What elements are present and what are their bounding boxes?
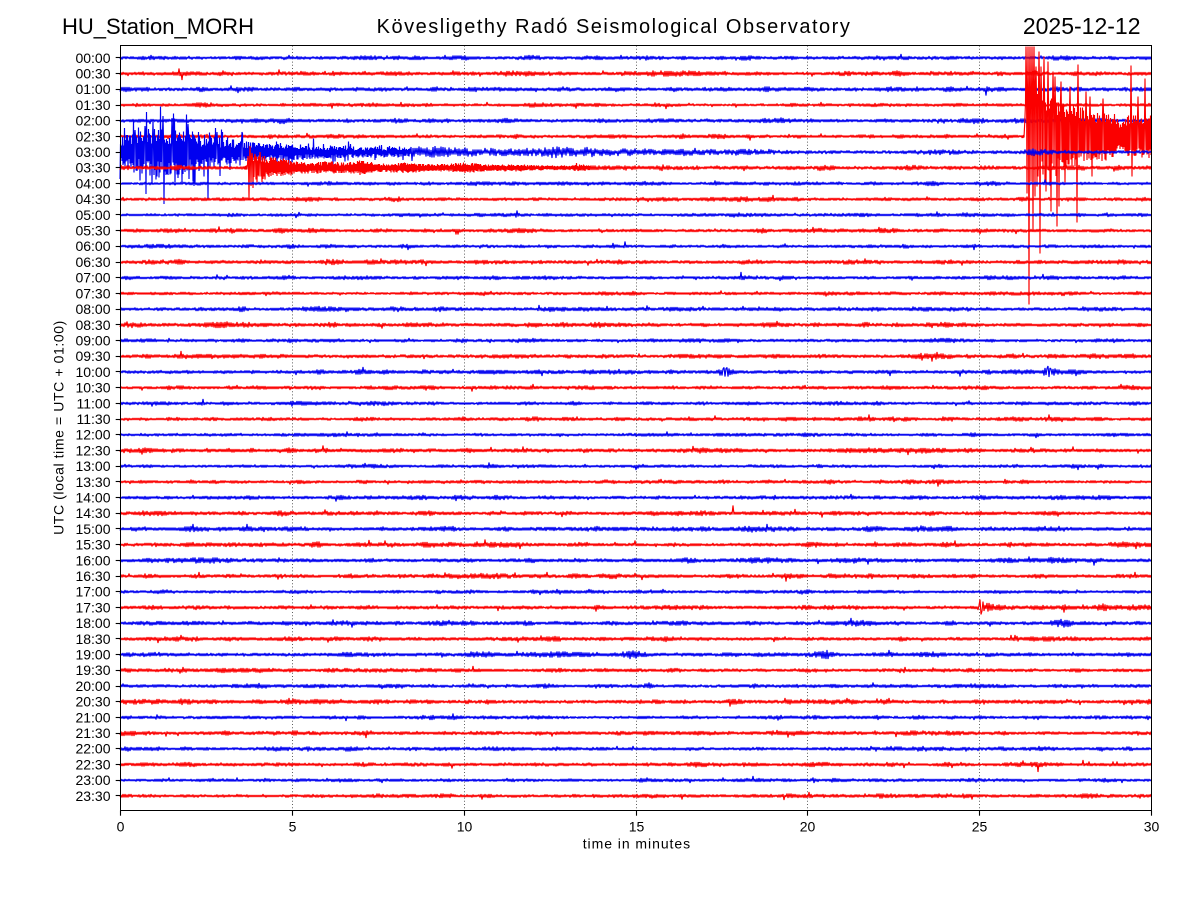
svg-text:Kövesligethy Radó Seismologica: Kövesligethy Radó Seismological Observat… bbox=[377, 16, 852, 38]
svg-text:22:30: 22:30 bbox=[75, 756, 110, 772]
svg-text:UTC (local time = UTC + 01:00): UTC (local time = UTC + 01:00) bbox=[51, 320, 67, 535]
svg-text:09:30: 09:30 bbox=[75, 348, 110, 364]
svg-text:13:00: 13:00 bbox=[75, 458, 110, 474]
svg-text:06:30: 06:30 bbox=[75, 254, 110, 270]
svg-text:0: 0 bbox=[117, 819, 125, 835]
svg-text:15:00: 15:00 bbox=[75, 521, 110, 537]
svg-text:06:00: 06:00 bbox=[75, 238, 110, 254]
svg-text:18:30: 18:30 bbox=[75, 631, 110, 647]
svg-text:16:30: 16:30 bbox=[75, 568, 110, 584]
svg-text:00:00: 00:00 bbox=[75, 50, 110, 66]
svg-text:05:00: 05:00 bbox=[75, 207, 110, 223]
svg-text:10:00: 10:00 bbox=[75, 364, 110, 380]
svg-text:12:30: 12:30 bbox=[75, 442, 110, 458]
svg-text:05:30: 05:30 bbox=[75, 223, 110, 239]
svg-text:04:00: 04:00 bbox=[75, 175, 110, 191]
svg-text:14:00: 14:00 bbox=[75, 490, 110, 506]
svg-text:02:00: 02:00 bbox=[75, 113, 110, 129]
svg-text:01:30: 01:30 bbox=[75, 97, 110, 113]
svg-text:12:00: 12:00 bbox=[75, 427, 110, 443]
svg-text:23:00: 23:00 bbox=[75, 772, 110, 788]
svg-text:11:00: 11:00 bbox=[77, 395, 111, 411]
svg-text:21:30: 21:30 bbox=[75, 725, 110, 741]
svg-text:10: 10 bbox=[457, 819, 473, 835]
svg-text:21:00: 21:00 bbox=[75, 709, 110, 725]
svg-text:19:00: 19:00 bbox=[75, 647, 110, 663]
svg-text:00:30: 00:30 bbox=[75, 66, 110, 82]
svg-text:07:00: 07:00 bbox=[75, 270, 110, 286]
svg-text:07:30: 07:30 bbox=[75, 285, 110, 301]
svg-text:01:00: 01:00 bbox=[75, 81, 110, 97]
svg-text:2025-12-12: 2025-12-12 bbox=[1023, 13, 1141, 39]
svg-text:17:30: 17:30 bbox=[75, 599, 110, 615]
svg-text:20:30: 20:30 bbox=[75, 694, 110, 710]
svg-text:HU_Station_MORH: HU_Station_MORH bbox=[62, 14, 254, 39]
svg-text:03:30: 03:30 bbox=[75, 160, 110, 176]
svg-text:time in minutes: time in minutes bbox=[583, 836, 691, 852]
svg-text:03:00: 03:00 bbox=[75, 144, 110, 160]
svg-text:20: 20 bbox=[800, 819, 816, 835]
svg-text:20:00: 20:00 bbox=[75, 678, 110, 694]
svg-text:08:30: 08:30 bbox=[75, 317, 110, 333]
svg-text:15:30: 15:30 bbox=[75, 537, 110, 553]
svg-text:19:30: 19:30 bbox=[75, 662, 110, 678]
svg-text:17:00: 17:00 bbox=[75, 584, 110, 600]
svg-text:13:30: 13:30 bbox=[75, 474, 110, 490]
svg-text:15: 15 bbox=[629, 819, 645, 835]
svg-text:02:30: 02:30 bbox=[75, 128, 110, 144]
svg-text:23:30: 23:30 bbox=[75, 788, 110, 804]
svg-text:22:00: 22:00 bbox=[75, 741, 110, 757]
svg-text:10:30: 10:30 bbox=[75, 380, 110, 396]
svg-text:14:30: 14:30 bbox=[75, 505, 110, 521]
svg-text:30: 30 bbox=[1144, 819, 1160, 835]
svg-text:04:30: 04:30 bbox=[75, 191, 110, 207]
svg-text:16:00: 16:00 bbox=[75, 552, 110, 568]
svg-text:5: 5 bbox=[289, 819, 297, 835]
svg-text:18:00: 18:00 bbox=[75, 615, 110, 631]
svg-text:11:30: 11:30 bbox=[77, 411, 111, 427]
svg-text:09:00: 09:00 bbox=[75, 333, 110, 349]
svg-text:25: 25 bbox=[972, 819, 988, 835]
svg-text:08:00: 08:00 bbox=[75, 301, 110, 317]
